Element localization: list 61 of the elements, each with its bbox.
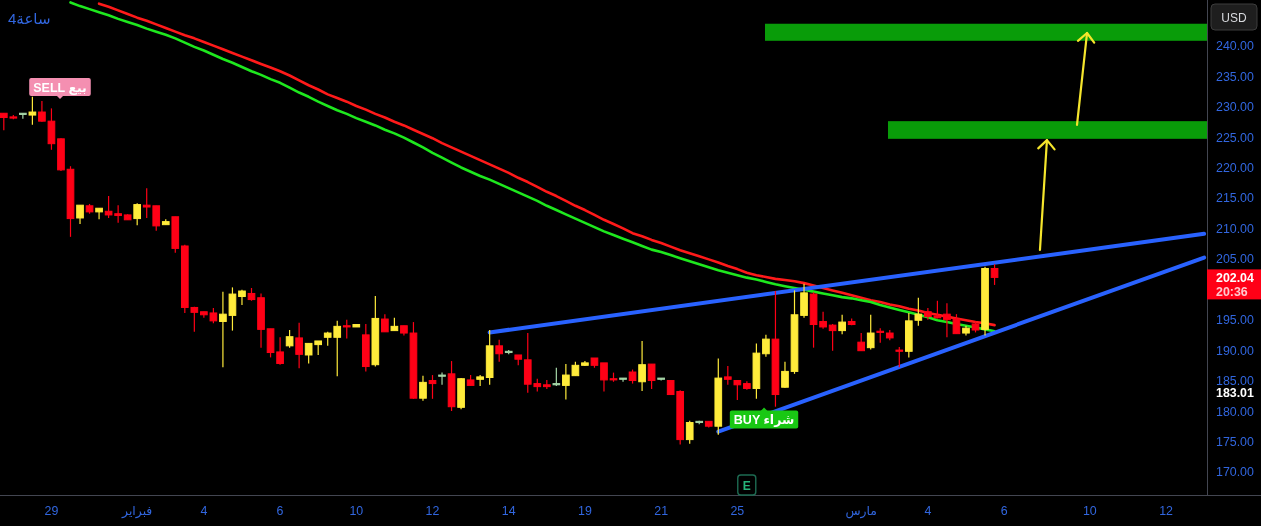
x-tick-label: 4 — [200, 504, 208, 518]
candlestick — [828, 323, 837, 352]
x-tick-label: 14 — [501, 504, 516, 518]
x-tick-label: 6 — [276, 504, 284, 518]
candlestick — [685, 420, 694, 445]
y-tick-label: 215.00 — [1216, 191, 1255, 206]
text: 4ساعة — [8, 9, 51, 27]
y-tick-label: 205.00 — [1216, 252, 1255, 267]
text: 202.04 — [1216, 270, 1255, 285]
x-tick-label: 4 — [924, 504, 932, 518]
y-tick-label: 235.00 — [1216, 69, 1255, 84]
candlestick — [838, 314, 846, 335]
x-tick-label: 19 — [578, 504, 592, 518]
candlestick — [476, 374, 484, 387]
candlestick — [647, 363, 656, 390]
candlestick — [342, 319, 351, 340]
candlestick — [95, 207, 103, 220]
x-tick-label: 6 — [1000, 504, 1008, 518]
y-tick-label: 195.00 — [1216, 313, 1255, 328]
x-tick-label: 10 — [1082, 504, 1097, 518]
candlestick — [895, 346, 904, 368]
candlestick — [428, 374, 437, 400]
y-tick-label: 180.00 — [1216, 404, 1255, 419]
x-tick-label: 25 — [730, 504, 745, 518]
annotation: E — [742, 478, 751, 493]
candlestick — [552, 367, 561, 387]
y-tick-label: 190.00 — [1216, 343, 1255, 358]
candlestick — [76, 204, 84, 225]
y-tick-label: 170.00 — [1216, 465, 1255, 480]
x-tick-label: 29 — [44, 504, 59, 518]
candlestick — [419, 375, 427, 402]
y-tick-label: 225.00 — [1216, 130, 1255, 145]
candlestick — [495, 339, 504, 363]
x-tick-label: 10 — [349, 504, 364, 518]
candlestick — [866, 314, 875, 351]
candlestick — [762, 334, 770, 358]
candlestick — [600, 362, 608, 393]
candlestick — [619, 377, 627, 383]
candlestick — [800, 283, 808, 319]
x-tick-label: مارس — [845, 504, 877, 519]
y-tick-label: 230.00 — [1216, 100, 1255, 115]
y-tick-label: 220.00 — [1216, 161, 1255, 176]
candlestick — [638, 340, 646, 392]
annotation: BUY شراء — [733, 413, 795, 428]
candlestick — [438, 372, 446, 386]
candlestick — [19, 112, 27, 120]
y-tick-label: 175.00 — [1216, 435, 1255, 450]
candlestick — [133, 202, 142, 226]
candlestick — [990, 263, 999, 286]
candlestick — [781, 361, 789, 389]
x-tick-label: 12 — [1159, 504, 1174, 518]
candlestick — [295, 322, 303, 369]
y-axis-title: USD — [1221, 10, 1247, 25]
x-tick-label: 12 — [425, 504, 440, 518]
y-tick-label: 210.00 — [1216, 221, 1255, 236]
x-tick-label: 21 — [654, 504, 669, 518]
candlestick — [723, 365, 732, 386]
text: 20:36 — [1216, 285, 1248, 300]
y-tick-label: 240.00 — [1216, 39, 1255, 54]
candlestick — [28, 96, 37, 126]
x-tick-label: فبراير — [121, 504, 153, 519]
